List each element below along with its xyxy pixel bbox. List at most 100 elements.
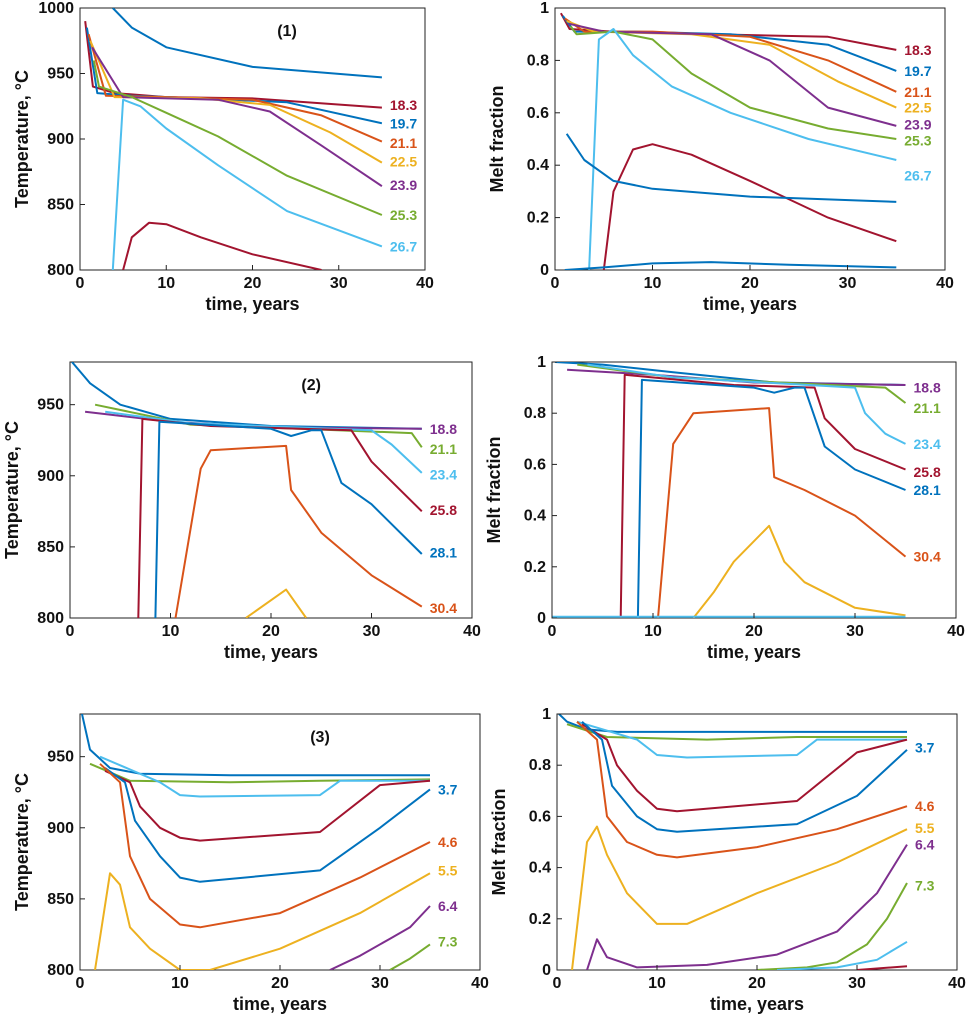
series-value-label: 26.7 — [904, 168, 931, 184]
series-value-label: 26.7 — [390, 238, 417, 254]
series-line-7.3 — [389, 943, 431, 970]
y-tick-label: 800 — [37, 610, 64, 627]
series-line-10 — [856, 965, 908, 970]
series-line-4.6 — [99, 763, 431, 929]
x-tick-label: 30 — [839, 275, 857, 292]
series-value-label: 6.4 — [915, 837, 935, 853]
y-tick-label: 900 — [47, 131, 74, 148]
panel-2-temperature: 0 10 20 30 40 800 850 900 950 time, years Temperat… — [2, 361, 481, 662]
x-axis-label: time, years — [703, 294, 797, 314]
y-tick-label: 0.4 — [529, 860, 551, 877]
series-line-9 — [776, 940, 908, 970]
panel-1-temperature: 0 10 20 30 40 800 850 900 950 1000 time, years Temp… — [12, 0, 434, 314]
series-line-26.7 — [111, 98, 383, 270]
x-tick-label: 20 — [748, 975, 766, 992]
series-line-26.7 — [588, 28, 897, 270]
x-tick-label: 10 — [644, 623, 662, 640]
plot-frame — [556, 713, 958, 971]
series-line-7 — [245, 588, 308, 618]
series-line-7 — [692, 524, 906, 618]
x-tick-label: 20 — [741, 275, 759, 292]
series-value-label: 3.7 — [438, 781, 458, 797]
series-line-22.5 — [89, 40, 383, 164]
x-axis-label: time, years — [205, 294, 299, 314]
series-line-3.7 — [104, 767, 431, 883]
series-value-label: 6.4 — [438, 898, 458, 914]
series-line-7.3 — [756, 882, 908, 970]
y-tick-label: 950 — [37, 397, 64, 414]
series-line-5.5 — [571, 825, 908, 970]
y-tick-label: 900 — [37, 468, 64, 485]
series-line-2 — [99, 755, 430, 798]
series-value-label: 18.3 — [390, 97, 417, 113]
series-line-5.5 — [94, 872, 431, 970]
y-tick-label: 800 — [47, 962, 74, 979]
series-value-label: 23.4 — [914, 436, 941, 452]
x-tick-label: 20 — [262, 623, 280, 640]
series-line-0 — [558, 714, 907, 733]
x-tick-label: 10 — [162, 623, 180, 640]
x-tick-label: 20 — [244, 275, 262, 292]
x-tick-label: 30 — [846, 623, 864, 640]
series-value-label: 19.7 — [390, 115, 417, 131]
series-value-label: 22.5 — [390, 153, 417, 169]
series-line-6.4 — [329, 905, 431, 970]
panel-1-melt-fraction: 0 10 20 30 40 0 0.2 0.4 0.6 0.8 1 time, years Melt f… — [487, 0, 954, 314]
x-tick-label: 40 — [947, 623, 965, 640]
series-value-label: 22.5 — [904, 100, 931, 116]
y-axis-label: Melt fraction — [489, 788, 509, 895]
panel-3-temperature: 0 10 20 30 40 800 850 900 950 time, years Temperat… — [12, 713, 489, 1014]
y-tick-label: 0.2 — [529, 911, 551, 928]
y-tick-label: 0.2 — [527, 210, 549, 227]
series-group — [552, 362, 907, 618]
series-line-6.4 — [586, 844, 908, 970]
plot-frame — [79, 713, 481, 971]
x-tick-label: 0 — [76, 975, 85, 992]
x-tick-label: 40 — [416, 275, 434, 292]
series-value-label: 7.3 — [915, 878, 935, 894]
x-tick-label: 30 — [371, 975, 389, 992]
series-value-label: 21.1 — [904, 84, 931, 100]
plot-frame — [79, 7, 426, 271]
series-line-8 — [112, 8, 382, 79]
series-line-25.8 — [137, 417, 423, 618]
y-tick-label: 0.6 — [529, 808, 551, 825]
series-value-label: 21.1 — [914, 400, 941, 416]
series-line-3 — [581, 723, 908, 813]
y-tick-label: 1000 — [38, 0, 74, 17]
series-value-label: 25.3 — [904, 132, 931, 148]
plot-frame — [69, 361, 473, 619]
series-value-label: 23.9 — [904, 117, 931, 133]
x-tick-label: 10 — [171, 975, 189, 992]
y-tick-label: 950 — [47, 749, 74, 766]
y-tick-label: 0.2 — [524, 559, 546, 576]
y-tick-label: 0.8 — [529, 757, 551, 774]
y-tick-label: 900 — [47, 820, 74, 837]
y-tick-label: 850 — [37, 539, 64, 556]
series-value-label: 18.8 — [914, 380, 941, 396]
panel-2-melt-fraction: 0 10 20 30 40 0 0.2 0.4 0.6 0.8 1 time, years Melt f… — [484, 354, 965, 662]
y-tick-label: 0 — [542, 962, 551, 979]
series-line-8 — [565, 133, 897, 203]
x-tick-label: 20 — [271, 975, 289, 992]
x-tick-label: 0 — [76, 275, 85, 292]
x-tick-label: 0 — [548, 623, 557, 640]
x-axis-label: time, years — [233, 994, 327, 1014]
series-line-9 — [564, 261, 897, 270]
y-tick-label: 0 — [540, 262, 549, 279]
series-line-18.3 — [84, 20, 382, 109]
x-tick-label: 40 — [471, 975, 489, 992]
series-value-label: 30.4 — [914, 549, 941, 565]
x-axis-label: time, years — [224, 642, 318, 662]
x-tick-label: 10 — [644, 275, 662, 292]
x-tick-label: 40 — [936, 275, 954, 292]
series-value-label: 3.7 — [915, 739, 935, 755]
series-group — [71, 362, 423, 618]
y-tick-label: 0.6 — [527, 105, 549, 122]
y-tick-label: 0.8 — [527, 52, 549, 69]
x-axis-label: time, years — [710, 994, 804, 1014]
series-value-label: 23.9 — [390, 177, 417, 193]
series-line-4.6 — [576, 720, 908, 859]
series-value-label: 18.3 — [904, 42, 931, 58]
series-line-0 — [81, 714, 430, 777]
